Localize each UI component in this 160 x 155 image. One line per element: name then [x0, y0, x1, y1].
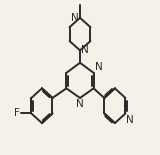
Text: N: N	[72, 13, 79, 23]
Text: N: N	[81, 45, 88, 55]
Text: N: N	[126, 115, 134, 125]
Text: N: N	[76, 99, 84, 109]
Text: N: N	[95, 62, 103, 72]
Text: F: F	[14, 108, 20, 118]
